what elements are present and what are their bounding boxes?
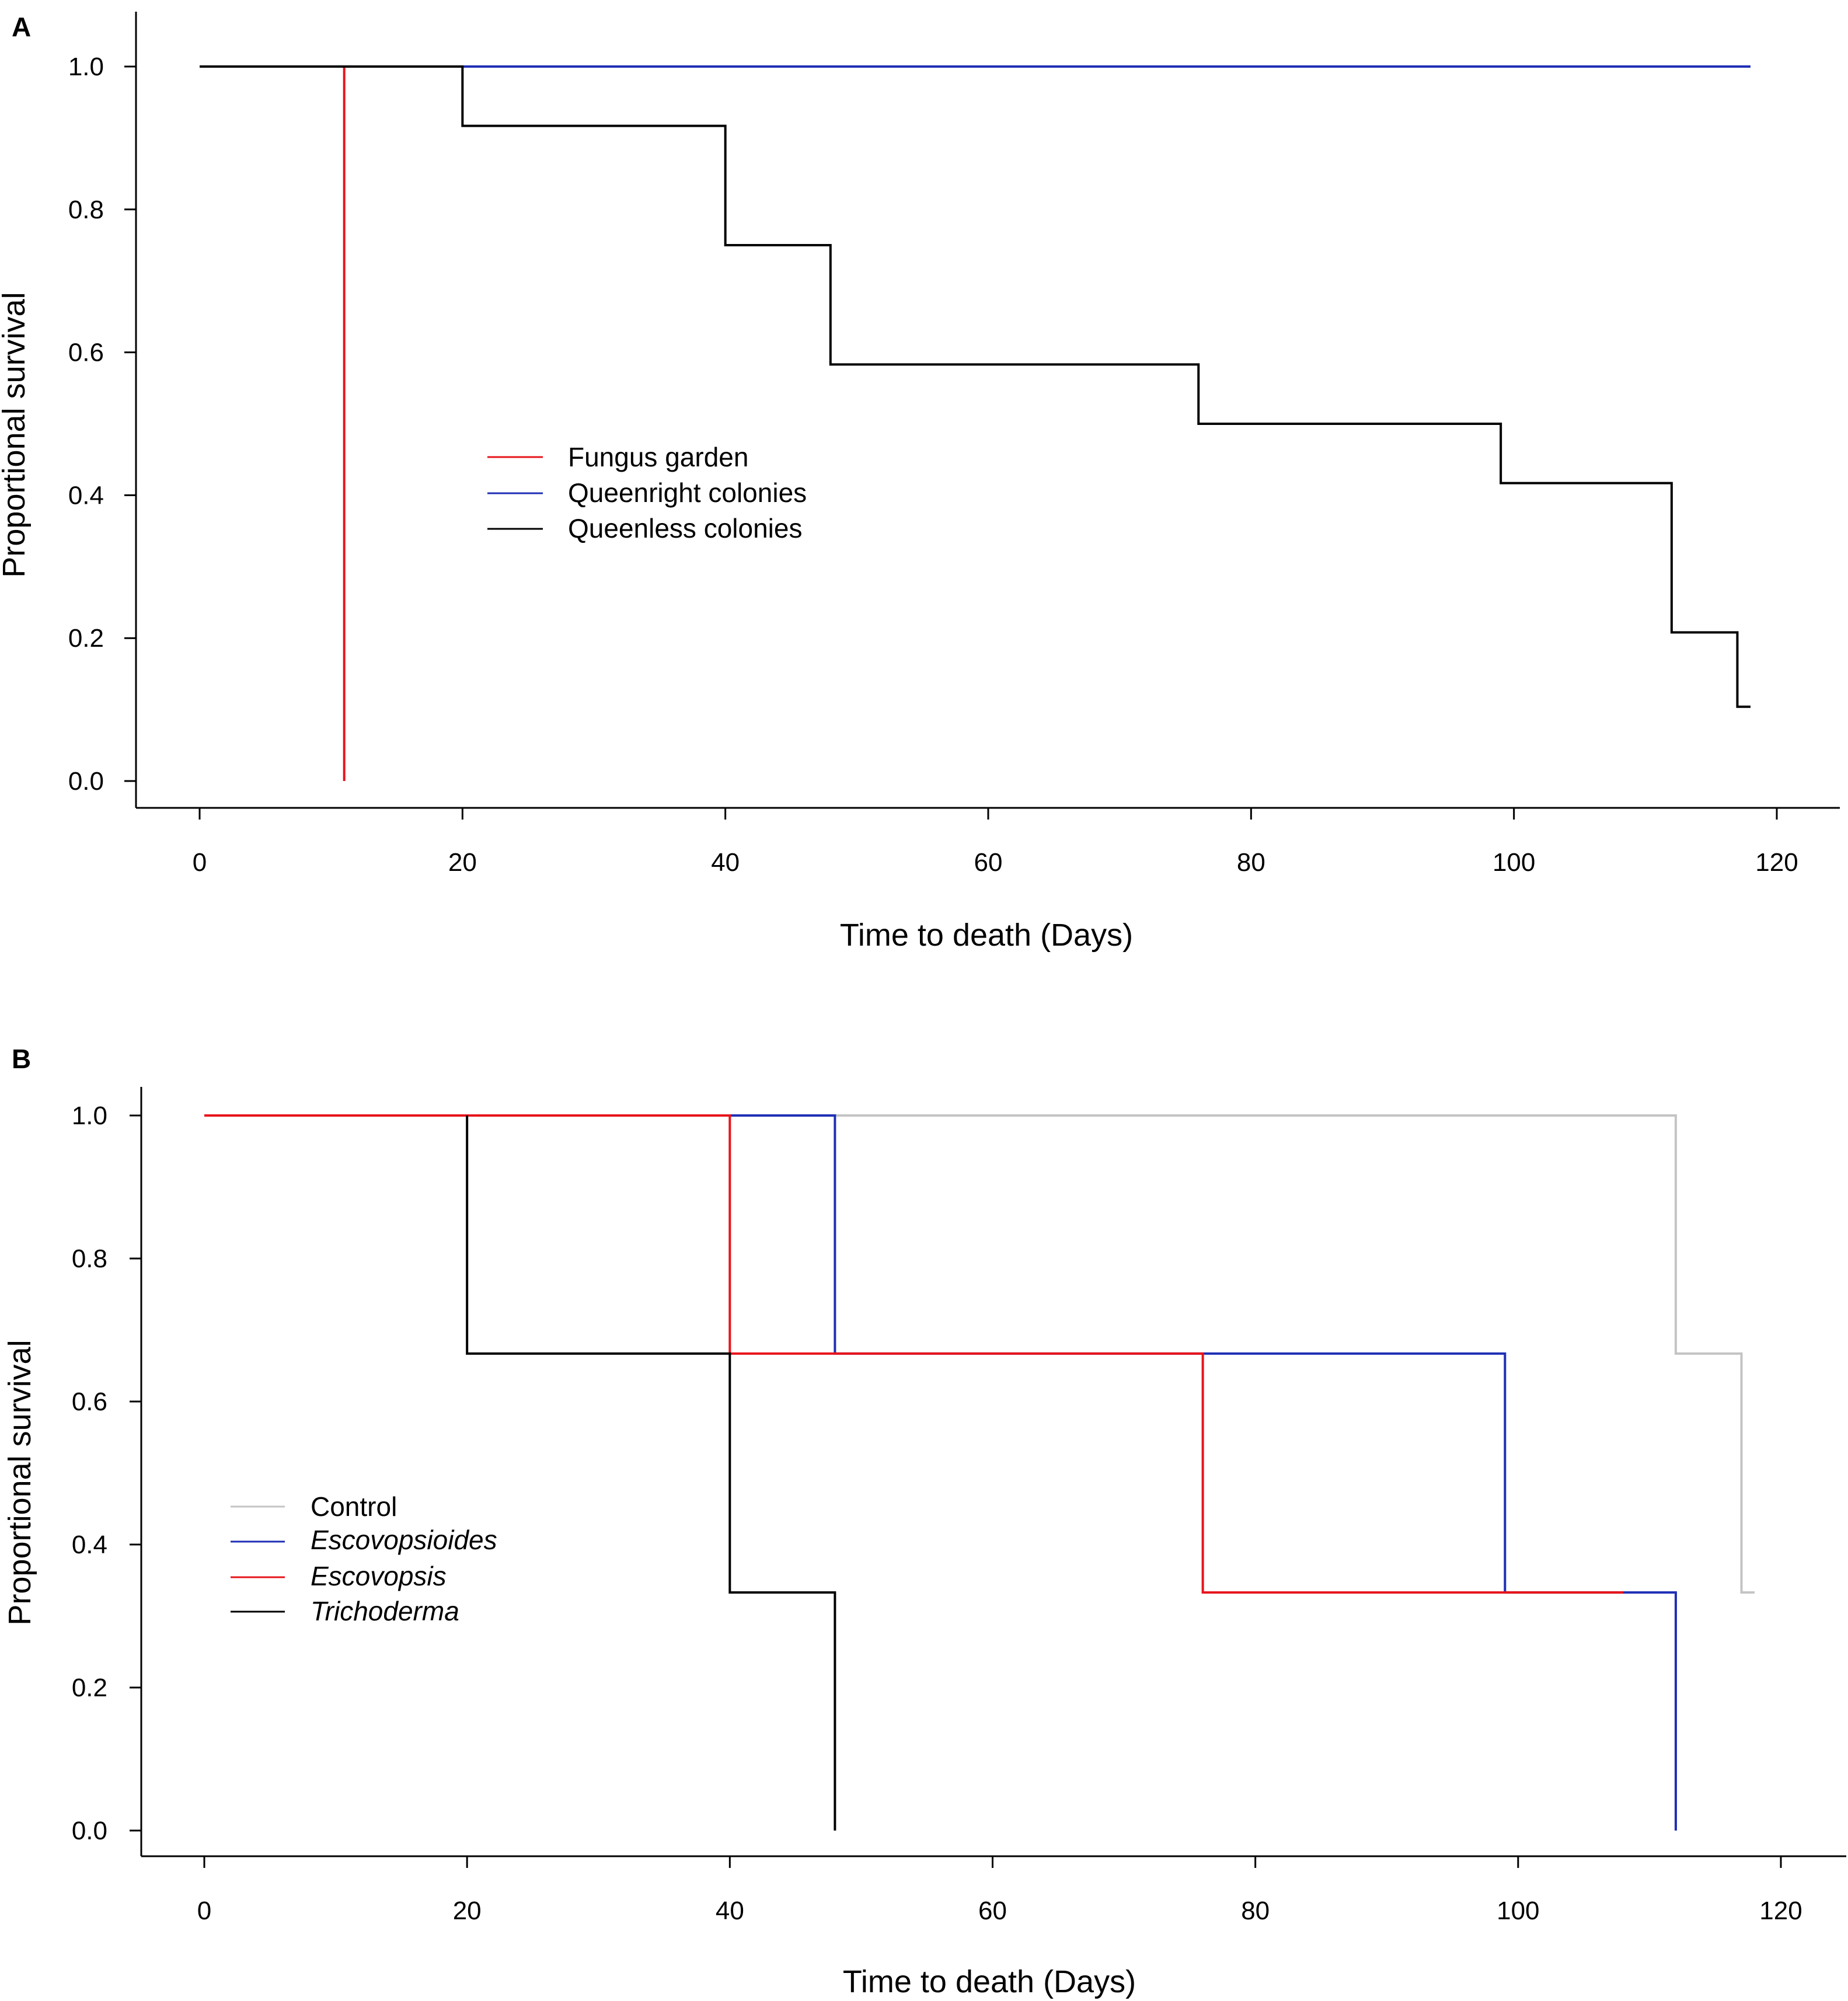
legend-label-escovopsioides: Escovopsioides bbox=[311, 1525, 497, 1555]
panel-a-y-tick-label: 0.0 bbox=[68, 767, 104, 796]
panel-a-series-queenless-colonies bbox=[200, 65, 1751, 708]
panel-b-x-tick-label: 80 bbox=[1241, 1897, 1270, 1925]
panel-b-label: B bbox=[12, 1044, 31, 1074]
panel-a-curves bbox=[200, 65, 1751, 781]
panel-b-axes: 0 20 40 60 80 100 120 0.0 0.2 0.4 0.6 0.8 1.0 bbox=[72, 1087, 1846, 1925]
panel-b-y-tick-label: 0.0 bbox=[72, 1817, 107, 1845]
panel-b-y-tick-label: 0.6 bbox=[72, 1388, 107, 1416]
panel-b-curves bbox=[204, 1114, 1755, 1831]
panel-a-y-axis-title: Proportional survival bbox=[0, 292, 32, 577]
panel-a-x-tick-label: 20 bbox=[448, 848, 477, 877]
panel-a-label: A bbox=[12, 12, 31, 42]
panel-b-x-tick-label: 0 bbox=[197, 1897, 211, 1925]
legend-label-trichoderma: Trichoderma bbox=[311, 1596, 459, 1626]
panel-a-x-axis-title: Time to death (Days) bbox=[840, 918, 1133, 953]
legend-label-queenless-colonies: Queenless colonies bbox=[568, 513, 802, 543]
panel-b: B 0 20 40 60 80 100 120 0.0 0.2 0.4 0.6 0.8 1.0 Prop… bbox=[2, 1044, 1846, 1999]
panel-b-y-tick-label: 1.0 bbox=[72, 1101, 107, 1130]
panel-a-x-tick-label: 80 bbox=[1237, 848, 1265, 877]
panel-a-y-tick-label: 1.0 bbox=[68, 53, 104, 81]
panel-b-x-tick-label: 40 bbox=[716, 1897, 744, 1925]
panel-a-x-tick-label: 100 bbox=[1493, 848, 1535, 877]
panel-a-y-tick-label: 0.8 bbox=[68, 196, 104, 224]
panel-a-x-tick-label: 60 bbox=[974, 848, 1003, 877]
panel-a-y-tick-label: 0.2 bbox=[68, 624, 104, 653]
panel-b-x-tick-label: 100 bbox=[1497, 1897, 1539, 1925]
legend-label-fungus-garden: Fungus garden bbox=[568, 442, 748, 472]
panel-b-y-tick-label: 0.4 bbox=[72, 1531, 107, 1559]
panel-b-series-escovopsis bbox=[204, 1114, 1623, 1594]
panel-a-x-tick-label: 40 bbox=[711, 848, 740, 877]
panel-a: A 0 20 40 60 80 100 120 0.0 0.2 0.4 0.6 0.8 1.0 Prop… bbox=[0, 12, 1840, 953]
panel-a-y-tick-label: 0.6 bbox=[68, 339, 104, 367]
panel-a-x-tick-label: 0 bbox=[193, 848, 207, 877]
panel-a-axes: 0 20 40 60 80 100 120 0.0 0.2 0.4 0.6 0.8 1.0 bbox=[68, 12, 1840, 877]
panel-b-y-axis-title: Proportional survival bbox=[2, 1340, 37, 1625]
panel-b-x-axis-title: Time to death (Days) bbox=[843, 1964, 1136, 1999]
panel-b-x-tick-label: 60 bbox=[978, 1897, 1007, 1925]
panel-b-series-escovopsioides bbox=[204, 1114, 1677, 1831]
panel-b-y-tick-label: 0.8 bbox=[72, 1244, 107, 1273]
panel-a-legend: Fungus garden Queenright colonies Queenl… bbox=[487, 442, 807, 543]
panel-b-series-control bbox=[204, 1114, 1755, 1594]
legend-label-escovopsis: Escovopsis bbox=[311, 1561, 447, 1591]
panel-b-y-tick-label: 0.2 bbox=[72, 1674, 107, 1702]
panel-a-series-fungus-garden bbox=[200, 65, 346, 781]
panel-a-x-tick-label: 120 bbox=[1755, 848, 1798, 877]
legend-label-control: Control bbox=[311, 1491, 397, 1522]
legend-label-queenright-colonies: Queenright colonies bbox=[568, 477, 807, 508]
panel-b-series-trichoderma bbox=[466, 1115, 836, 1831]
panel-b-x-tick-label: 20 bbox=[453, 1897, 482, 1925]
panel-b-x-tick-label: 120 bbox=[1759, 1897, 1802, 1925]
panel-b-legend: Control Escovopsioides Escovopsis Tricho… bbox=[231, 1491, 497, 1626]
panel-a-y-tick-label: 0.4 bbox=[68, 481, 104, 510]
